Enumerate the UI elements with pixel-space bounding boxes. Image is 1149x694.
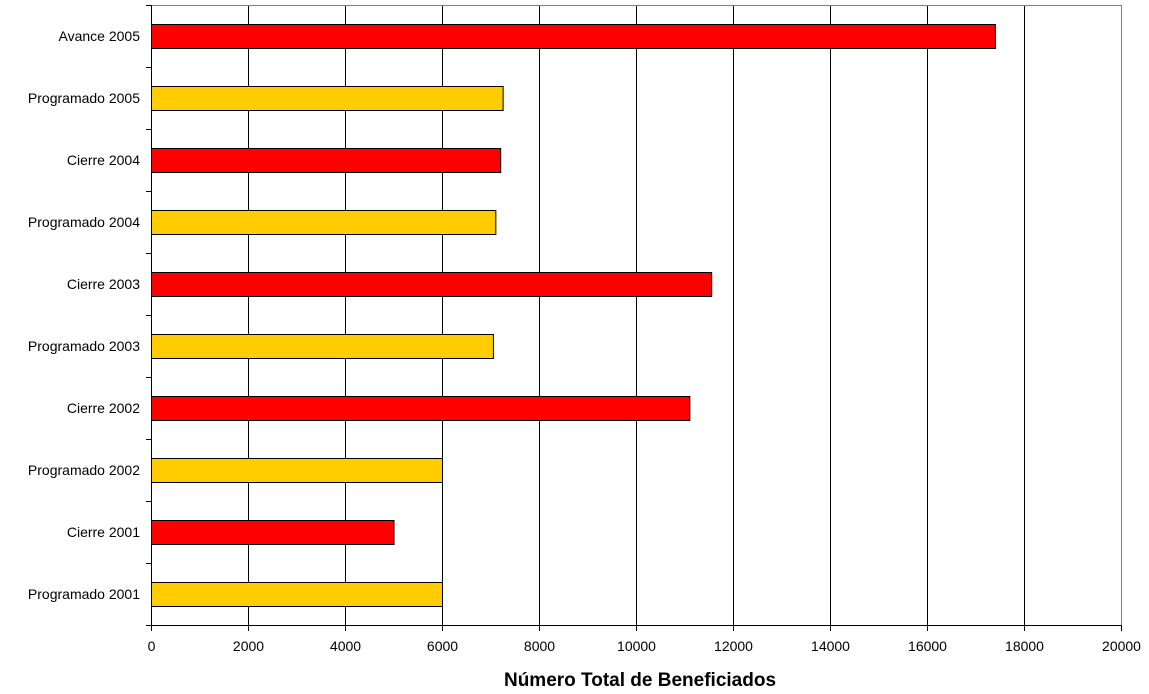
y-tick-label: Cierre 2001 [67,524,140,540]
axes [146,5,1122,631]
x-tick-label: 2000 [233,638,264,654]
y-category-labels: Programado 2001 Cierre 2001 Programado 200… [28,28,140,602]
x-axis-title: Número Total de Beneficiados [504,670,776,691]
bar-programado-2003 [151,334,494,359]
bar-programado-2001 [151,582,443,607]
x-tick-label: 14000 [811,638,850,654]
y-tick-label: Avance 2005 [59,28,141,44]
x-tick-label: 4000 [330,638,361,654]
x-tick-label: 0 [148,638,156,654]
y-tick-label: Cierre 2003 [67,276,140,292]
bars [151,24,996,607]
x-tick-label: 18000 [1005,638,1044,654]
x-tick-label: 12000 [714,638,753,654]
x-tick-label: 16000 [908,638,947,654]
y-tick-label: Programado 2005 [28,90,140,106]
y-tick-label: Programado 2004 [28,214,140,230]
y-tick-label: Cierre 2002 [67,400,140,416]
bar-programado-2002 [151,458,443,483]
x-tick-label: 6000 [427,638,458,654]
bar-programado-2004 [151,210,497,235]
x-tick-label: 10000 [617,638,656,654]
bar-programado-2005 [151,86,504,111]
x-tick-label: 20000 [1102,638,1141,654]
y-tick-label: Programado 2002 [28,462,140,478]
bar-cierre-2004 [151,148,502,173]
bar-avance-2005 [151,24,996,49]
y-tick-label: Cierre 2004 [67,152,140,168]
x-tick-labels: 0 2000 4000 6000 8000 10000 12000 14000 16000 180… [148,638,1142,654]
bar-cierre-2003 [151,272,713,297]
bar-cierre-2002 [151,396,691,421]
bar-cierre-2001 [151,520,395,545]
x-tick-label: 8000 [524,638,555,654]
y-tick-label: Programado 2001 [28,586,140,602]
y-tick-label: Programado 2003 [28,338,140,354]
